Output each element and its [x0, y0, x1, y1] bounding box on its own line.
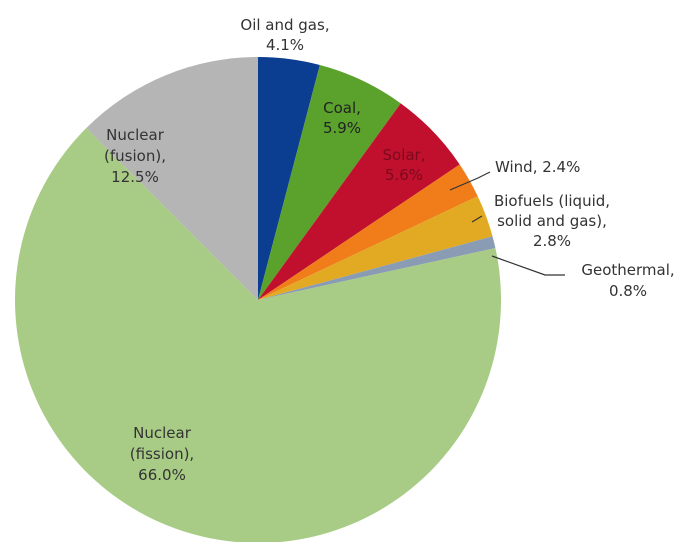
pie-slice-coal	[258, 65, 401, 300]
pie-slice-oil-and-gas	[258, 57, 320, 300]
value-nuclear-fission: 66.0%	[138, 466, 186, 484]
leader-line-geothermal	[491, 255, 565, 276]
label-nuclear-fission-line1: Nuclear	[133, 424, 192, 442]
value-oil-and-gas: 4.1%	[266, 36, 304, 54]
label-wind: Wind, 2.4%	[495, 158, 580, 176]
slice-labels: Oil and gas, 4.1% Coal, 5.9% Solar, 5.6%…	[104, 16, 675, 484]
pie-slice-solar	[258, 103, 460, 300]
pie-slice-nuclear-fission	[15, 128, 502, 542]
label-solar: Solar,	[383, 146, 426, 164]
value-coal: 5.9%	[323, 119, 361, 137]
pie-slice-nuclear-fusion	[86, 57, 258, 300]
label-oil-and-gas: Oil and gas,	[240, 16, 329, 34]
value-geothermal: 0.8%	[609, 282, 647, 300]
label-biofuels-line1: Biofuels (liquid,	[494, 192, 610, 210]
value-biofuels: 2.8%	[533, 232, 571, 250]
value-nuclear-fusion: 12.5%	[111, 168, 159, 186]
label-nuclear-fission-line2: (fission),	[130, 445, 194, 463]
pie-slice-biofuels-liquid-solid-and-gas	[258, 196, 493, 300]
pie-slices	[15, 57, 502, 542]
label-nuclear-fusion-line2: (fusion),	[104, 147, 166, 165]
pie-slice-wind	[258, 164, 478, 300]
label-coal: Coal,	[323, 99, 361, 117]
pie-slice-geothermal	[258, 236, 496, 300]
label-nuclear-fusion-line1: Nuclear	[106, 126, 165, 144]
label-geothermal: Geothermal,	[581, 261, 674, 279]
label-biofuels-line2: solid and gas),	[497, 212, 607, 230]
leader-line-wind	[449, 171, 491, 191]
value-solar: 5.6%	[385, 166, 423, 184]
leader-lines	[449, 171, 565, 276]
leader-line-biofuels	[471, 215, 483, 223]
